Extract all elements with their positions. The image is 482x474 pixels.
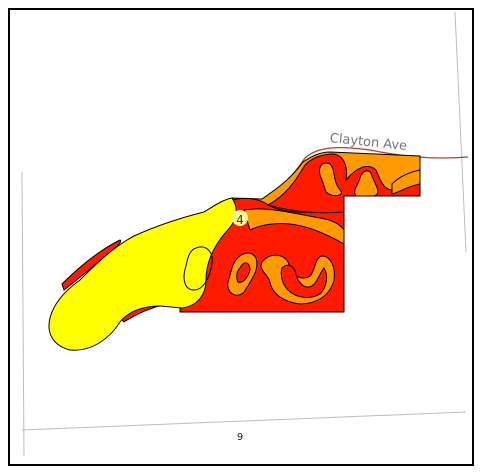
orange-lobe-upper-2[interactable] [354,170,379,197]
parcel-number-label: 9 [237,432,243,443]
orange-lobe-upper-1[interactable] [319,162,342,197]
yellow-inner-contour[interactable] [183,246,213,291]
yellow-zone[interactable] [48,197,237,351]
zone-marker-spot [232,210,248,226]
parcel-lines [21,11,467,457]
red-lobe-inner-1[interactable] [280,264,328,298]
orange-band-middle[interactable] [243,208,345,245]
map-frame-border [8,8,474,466]
red-lobe-inner-2[interactable] [236,262,251,283]
orange-lobe-upper-3[interactable] [391,169,421,195]
red-zone-upper[interactable] [266,153,421,214]
zone-label: 4 [236,213,244,227]
